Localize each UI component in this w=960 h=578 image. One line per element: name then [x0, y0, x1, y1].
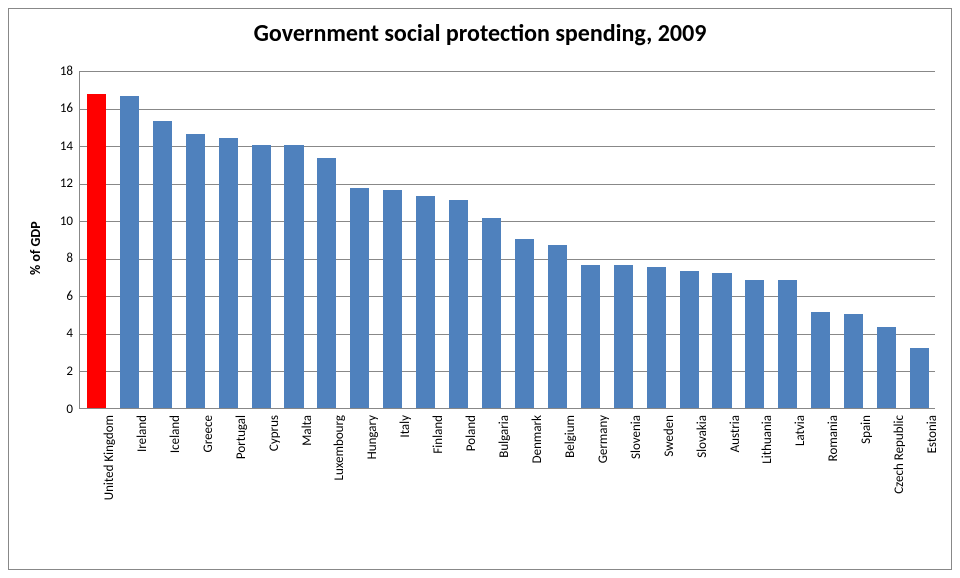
bar: [120, 96, 139, 408]
y-tick-label: 8: [43, 251, 73, 266]
bar: [416, 196, 435, 408]
x-tick-label: Cyprus: [267, 415, 282, 565]
gridline: [80, 146, 935, 147]
x-tick-label: Malta: [300, 415, 315, 565]
bar: [153, 121, 172, 408]
x-tick-label: Portugal: [234, 415, 249, 565]
bar: [87, 94, 106, 408]
bar: [844, 314, 863, 408]
bar: [186, 134, 205, 408]
bar: [680, 271, 699, 408]
x-tick-label: Bulgaria: [497, 415, 512, 565]
bar: [449, 200, 468, 408]
x-tick-label: Italy: [398, 415, 413, 565]
x-tick-label: Denmark: [530, 415, 545, 565]
y-tick-label: 2: [43, 364, 73, 379]
x-tick-label: Belgium: [563, 415, 578, 565]
bar: [614, 265, 633, 408]
y-tick-label: 0: [43, 402, 73, 417]
bar: [317, 158, 336, 408]
x-tick-label: Estonia: [925, 415, 940, 565]
x-tick-label: Austria: [728, 415, 743, 565]
gridline: [80, 259, 935, 260]
x-tick-label: Poland: [464, 415, 479, 565]
y-tick-label: 16: [43, 101, 73, 116]
gridline: [80, 221, 935, 222]
plot-area: [79, 71, 935, 409]
chart-title: Government social protection spending, 2…: [9, 19, 951, 48]
y-tick-label: 12: [43, 176, 73, 191]
gridline: [80, 184, 935, 185]
y-tick-label: 6: [43, 289, 73, 304]
x-tick-label: Czech Republic: [892, 415, 907, 565]
bar: [778, 280, 797, 408]
x-tick-label: Luxembourg: [332, 415, 347, 565]
x-tick-label: United Kingdom: [102, 415, 117, 565]
x-tick-label: Slovenia: [629, 415, 644, 565]
bar: [383, 190, 402, 408]
y-tick-label: 14: [43, 139, 73, 154]
bar: [284, 145, 303, 408]
x-tick-label: Latvia: [793, 415, 808, 565]
x-tick-label: Germany: [596, 415, 611, 565]
bar: [252, 145, 271, 408]
gridline: [80, 334, 935, 335]
gridline: [80, 371, 935, 372]
bar: [350, 188, 369, 408]
y-tick-label: 4: [43, 326, 73, 341]
x-tick-label: Hungary: [365, 415, 380, 565]
x-tick-label: Spain: [859, 415, 874, 565]
bar: [712, 273, 731, 408]
bar: [581, 265, 600, 408]
bar: [811, 312, 830, 408]
y-tick-label: 18: [43, 64, 73, 79]
x-tick-label: Greece: [201, 415, 216, 565]
gridline: [80, 71, 935, 72]
x-tick-label: Iceland: [168, 415, 183, 565]
bar: [647, 267, 666, 408]
x-tick-label: Finland: [431, 415, 446, 565]
bar: [482, 218, 501, 408]
chart-frame: Government social protection spending, 2…: [8, 8, 952, 570]
gridline: [80, 296, 935, 297]
bar: [515, 239, 534, 408]
gridline: [80, 109, 935, 110]
x-tick-label: Slovakia: [695, 415, 710, 565]
bar: [910, 348, 929, 408]
bar: [548, 245, 567, 408]
y-tick-label: 10: [43, 214, 73, 229]
bar: [219, 138, 238, 408]
bar: [877, 327, 896, 408]
x-tick-label: Lithuania: [760, 415, 775, 565]
x-tick-label: Sweden: [662, 415, 677, 565]
x-tick-label: Ireland: [135, 415, 150, 565]
y-axis-label: % of GDP: [27, 221, 44, 275]
x-tick-label: Romania: [826, 415, 841, 565]
bar: [745, 280, 764, 408]
